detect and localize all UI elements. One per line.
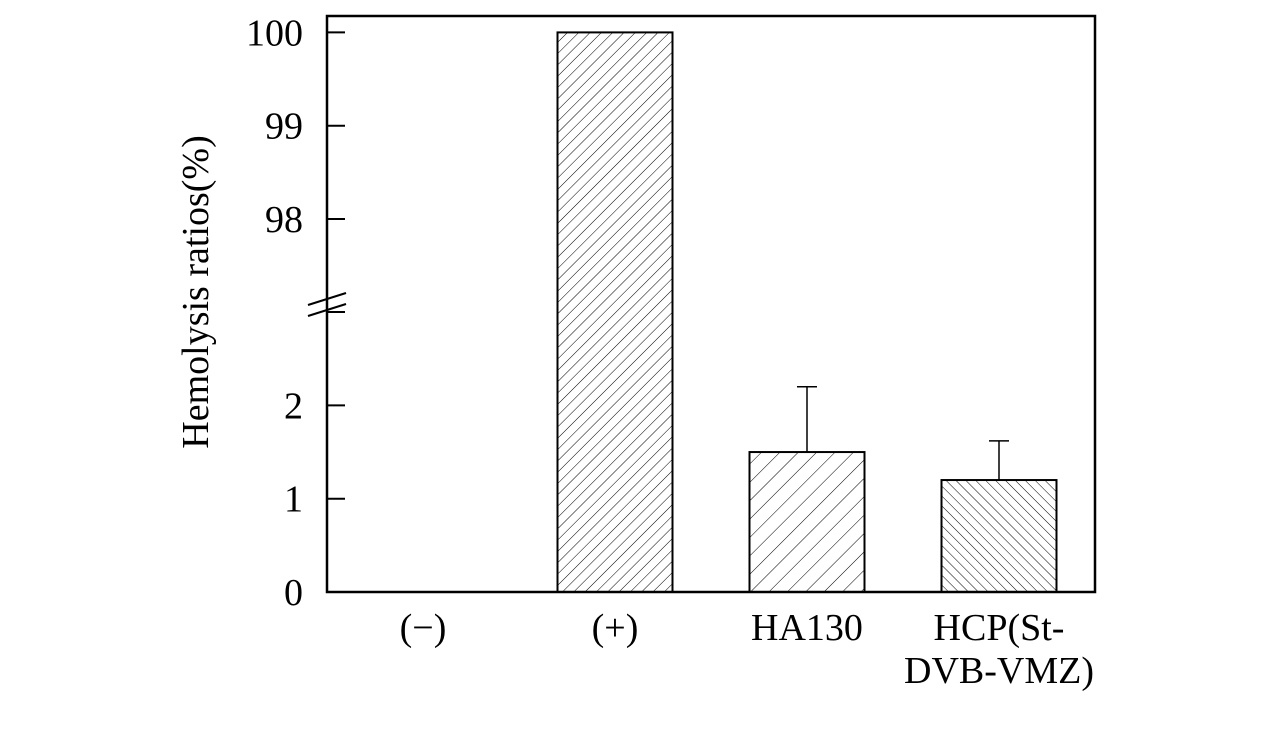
- x-tick-label-positive-control: (+): [592, 607, 639, 649]
- bar-hcp: [940, 479, 1058, 594]
- x-tick-labels: (−) (+) HA130 HCP(St-DVB-VMZ): [400, 607, 1094, 692]
- y-axis-label: Hemolysis ratios(%): [175, 135, 217, 448]
- bar-positive-control: [556, 31, 674, 593]
- y-tick-label-99: 99: [265, 106, 303, 148]
- y-tick-label-98: 98: [265, 199, 303, 241]
- y-tick-label-100: 100: [246, 12, 303, 54]
- x-tick-label-negative-control: (−): [400, 607, 447, 649]
- y-tick-label-1: 1: [284, 479, 303, 521]
- axis-break-mark: [307, 292, 347, 317]
- x-tick-label-hcp: HCP(St-: [934, 607, 1065, 649]
- x-tick-label-ha130: HA130: [751, 607, 863, 649]
- plot-frame: [325, 14, 1097, 594]
- y-tick-label-2: 2: [284, 385, 303, 427]
- bars-layer: [556, 31, 1058, 594]
- x-tick-label-hcp: DVB-VMZ): [904, 650, 1094, 692]
- bar-ha130: [748, 451, 866, 593]
- y-ticks-layer: 0 1 2 98 99 100: [246, 12, 345, 614]
- y-tick-label-0: 0: [284, 572, 303, 614]
- error-bars-layer: [797, 385, 1009, 481]
